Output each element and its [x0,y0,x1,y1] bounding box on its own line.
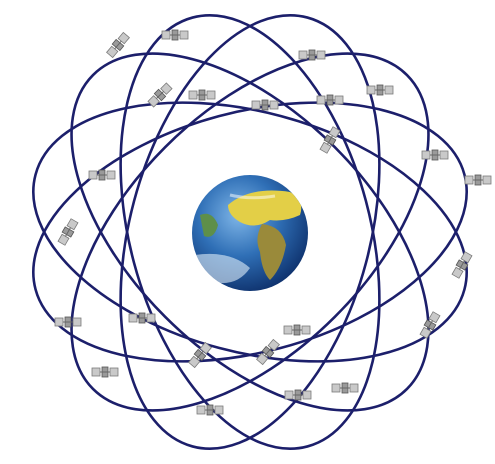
earth [192,175,308,291]
satellite [196,404,224,416]
orbit [119,14,381,450]
satellite [331,382,359,394]
satellite [105,31,131,59]
satellite [91,366,119,378]
satellite [284,389,312,401]
satellite [421,149,449,161]
satellite [251,99,279,111]
satellite [366,84,394,96]
satellite [188,89,216,101]
satellite [54,316,82,328]
continent [200,213,218,237]
orbit [32,101,468,363]
continent [228,190,302,226]
satellite [161,29,189,41]
satellite [88,169,116,181]
satellite [56,217,80,247]
satellite [450,250,474,280]
satellite [464,174,492,186]
continents [195,190,302,284]
orbit [32,101,468,363]
orbit [70,52,430,412]
satellite [128,312,156,324]
orbit [70,52,430,412]
satellite [298,49,326,61]
satellite [283,324,311,336]
continent [257,224,286,280]
clouds [229,193,276,200]
orbit [119,14,381,450]
orbits [32,14,468,450]
satellite [316,94,344,106]
